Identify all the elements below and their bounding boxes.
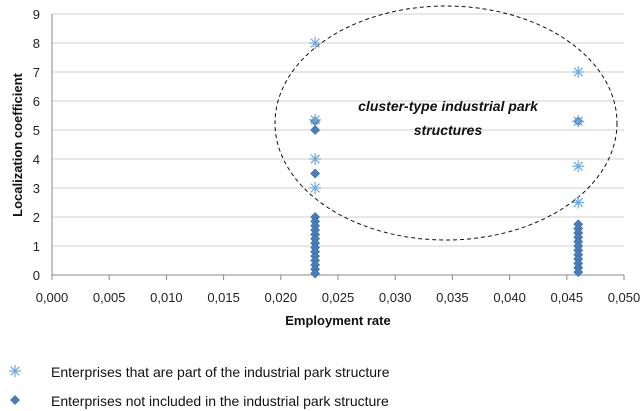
data-point-asterisk — [309, 113, 322, 126]
x-tick-label: 0,025 — [322, 290, 355, 305]
y-tick-label: 4 — [33, 152, 40, 167]
x-tick-label: 0,030 — [379, 290, 412, 305]
data-point-asterisk — [309, 37, 322, 49]
x-tick-label: 0,040 — [493, 290, 526, 305]
x-tick-label: 0,000 — [36, 290, 69, 305]
legend-asterisk — [9, 365, 21, 377]
data-point-asterisk — [309, 182, 322, 194]
x-tick-label: 0,015 — [207, 290, 240, 305]
x-tick-label: 0,045 — [551, 290, 584, 305]
legend-diamond — [10, 395, 20, 405]
y-tick-label: 2 — [33, 210, 40, 225]
legend-label-part-of-park: Enterprises that are part of the industr… — [51, 364, 390, 380]
data-point-asterisk — [572, 115, 585, 128]
y-tick-label: 6 — [33, 94, 40, 109]
gridlines — [52, 13, 624, 247]
legend: Enterprises that are part of the industr… — [9, 364, 390, 409]
legend-label-not-included: Enterprises not included in the industri… — [51, 393, 389, 409]
data-point-diamond — [310, 168, 321, 179]
y-tick-label: 1 — [33, 239, 40, 254]
data-point-asterisk — [309, 153, 322, 165]
x-tick-label: 0,005 — [93, 290, 126, 305]
y-tick-label: 7 — [33, 65, 40, 80]
x-tick-label: 0,035 — [436, 290, 469, 305]
data-point-asterisk — [572, 160, 585, 173]
legend-asterisk-marker — [9, 365, 21, 377]
y-tick-label: 3 — [33, 181, 40, 196]
data-point-diamond — [573, 267, 584, 278]
axes — [51, 14, 625, 280]
annotation-line-1: cluster-type industrial park — [358, 98, 539, 114]
annotation-line-2: structures — [414, 122, 483, 138]
data-point-asterisk — [572, 196, 585, 209]
data-point-diamond — [310, 268, 321, 279]
y-tick-label: 5 — [33, 123, 40, 138]
y-axis-title: Localization coefficient — [10, 72, 25, 216]
cluster-ellipse — [274, 5, 618, 241]
data-point-asterisk — [572, 66, 585, 78]
x-tick-label: 0,020 — [265, 290, 298, 305]
y-tick-labels: 0 1 2 3 4 5 6 7 8 9 — [33, 7, 40, 283]
x-axis-title: Employment rate — [285, 313, 390, 328]
data-points — [309, 37, 585, 279]
y-tick-label: 0 — [33, 268, 40, 283]
y-tick-label: 8 — [33, 36, 40, 51]
y-tick-label: 9 — [33, 7, 40, 22]
x-tick-labels: 0,000 0,005 0,010 0,015 0,020 0,025 0,030 0,035… — [36, 290, 641, 305]
x-tick-label: 0,010 — [150, 290, 183, 305]
legend-diamond-marker — [10, 395, 20, 405]
data-point-diamond — [310, 125, 321, 135]
x-tick-label: 0,050 — [608, 290, 641, 305]
